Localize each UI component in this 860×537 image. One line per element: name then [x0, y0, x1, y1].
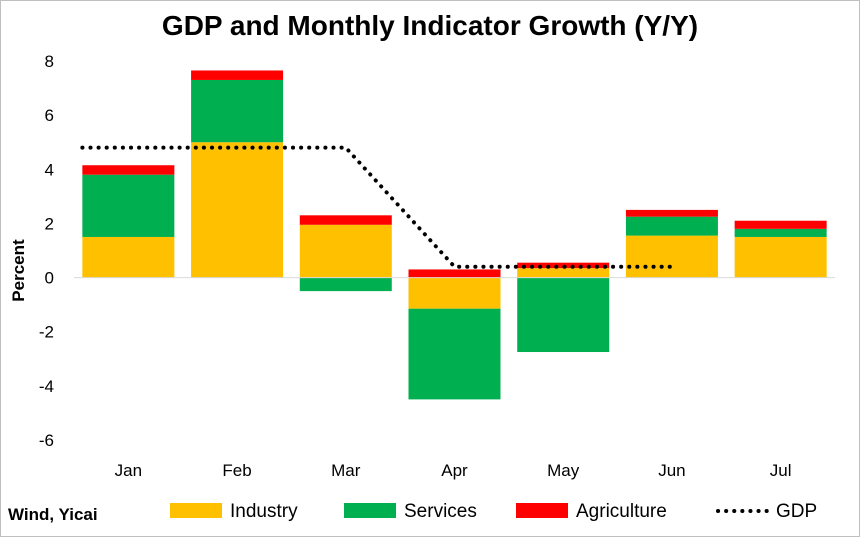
- bar-industry-jun: [625, 235, 718, 278]
- bar-services-jul: [734, 228, 827, 237]
- bar-industry-feb: [191, 142, 284, 278]
- x-tick-label: Feb: [222, 461, 251, 480]
- bar-services-apr: [408, 308, 501, 400]
- y-tick-label: 8: [45, 52, 54, 71]
- legend-swatch-services: [344, 503, 396, 518]
- x-tick-label: Jun: [658, 461, 685, 480]
- legend-label-gdp: GDP: [776, 501, 817, 522]
- bar-industry-may: [517, 268, 610, 278]
- bar-agriculture-jan: [82, 165, 175, 175]
- bar-agriculture-jun: [625, 209, 718, 217]
- gdp-line: [80, 145, 674, 269]
- bar-industry-mar: [299, 224, 392, 278]
- legend-label-services: Services: [404, 501, 477, 522]
- chart-title: GDP and Monthly Indicator Growth (Y/Y): [161, 10, 699, 41]
- x-tick-label: Jul: [770, 461, 792, 480]
- legend-label-industry: Industry: [230, 501, 298, 522]
- bar-services-feb: [191, 79, 284, 143]
- bar-services-mar: [299, 277, 392, 292]
- bar-industry-apr: [408, 277, 501, 309]
- source-note: Wind, Yicai: [8, 505, 98, 524]
- bar-agriculture-jul: [734, 220, 827, 229]
- legend-label-agriculture: Agriculture: [576, 501, 667, 522]
- x-tick-label: Jan: [115, 461, 142, 480]
- y-tick-label: 0: [45, 269, 54, 288]
- y-tick-label: -6: [39, 431, 54, 450]
- y-tick-label: 4: [45, 160, 54, 179]
- bar-agriculture-apr: [408, 269, 501, 278]
- y-tick-label: 6: [45, 106, 54, 125]
- legend-swatch-agriculture: [516, 503, 568, 518]
- bar-services-jun: [625, 216, 718, 236]
- bar-services-may: [517, 277, 610, 353]
- y-tick-label: 2: [45, 214, 54, 233]
- legend-swatch-industry: [170, 503, 222, 518]
- bar-agriculture-mar: [299, 215, 392, 225]
- bar-industry-jul: [734, 236, 827, 278]
- bar-industry-jan: [82, 236, 175, 278]
- bar-services-jan: [82, 174, 175, 237]
- x-tick-label: Apr: [441, 461, 468, 480]
- y-tick-label: -4: [39, 377, 54, 396]
- y-axis-label: Percent: [9, 239, 28, 302]
- x-tick-label: May: [547, 461, 580, 480]
- y-tick-label: -2: [39, 323, 54, 342]
- x-tick-label: Mar: [331, 461, 361, 480]
- bar-agriculture-feb: [191, 70, 284, 80]
